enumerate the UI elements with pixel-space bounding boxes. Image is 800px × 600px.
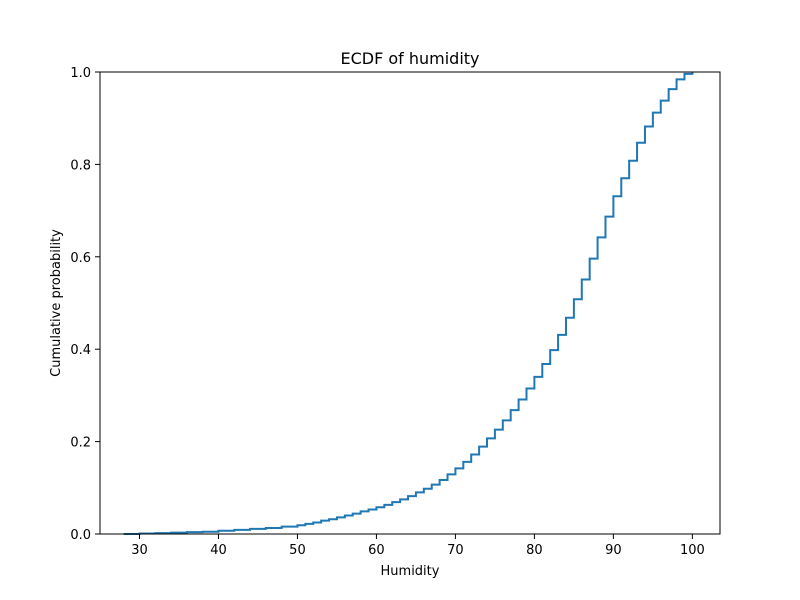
ecdf-step-line xyxy=(123,72,694,535)
y-tick-label: 0.8 xyxy=(70,158,91,173)
x-tick-label: 90 xyxy=(605,543,622,558)
y-axis-label: Cumulative probability xyxy=(49,229,64,377)
y-tick-label: 0.0 xyxy=(70,528,91,543)
x-tick-label: 70 xyxy=(447,543,464,558)
y-tick-label: 0.6 xyxy=(70,251,91,266)
plot-area: 30 40 50 60 70 80 90 100 0.0 0.2 0.4 0.6 0.8 1.0 xyxy=(70,66,721,558)
x-tick-label: 80 xyxy=(526,543,543,558)
chart-title: ECDF of humidity xyxy=(340,49,479,68)
x-axis-label: Humidity xyxy=(381,564,440,579)
x-tick-label: 30 xyxy=(131,543,148,558)
x-tick-label: 100 xyxy=(680,543,705,558)
y-tick-label: 0.2 xyxy=(70,436,91,451)
x-tick-label: 50 xyxy=(289,543,306,558)
x-tick-label: 60 xyxy=(368,543,385,558)
x-tick-label: 40 xyxy=(210,543,227,558)
y-tick-label: 1.0 xyxy=(70,66,91,81)
y-tick-label: 0.4 xyxy=(70,343,91,358)
axes-frame xyxy=(99,71,721,535)
